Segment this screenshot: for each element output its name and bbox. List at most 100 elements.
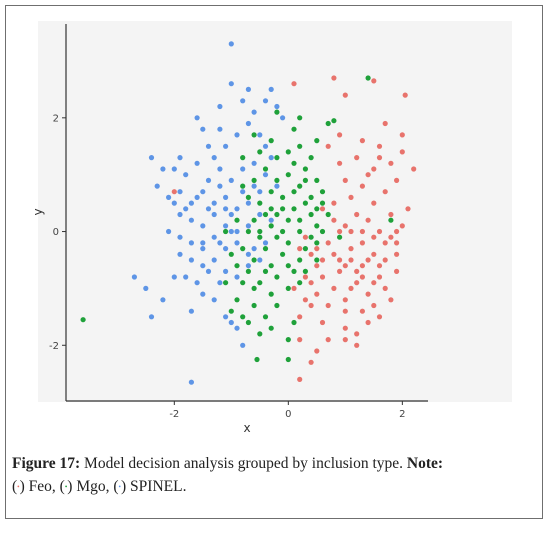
point-mgo-44 <box>314 206 320 212</box>
point-spinel-79 <box>251 183 257 189</box>
point-feo-35 <box>371 166 377 172</box>
point-mgo-72 <box>285 263 291 269</box>
point-mgo-30 <box>251 257 257 263</box>
point-mgo-46 <box>280 251 286 257</box>
point-feo-46 <box>314 348 320 354</box>
point-feo-34 <box>354 155 360 161</box>
point-feo-86 <box>371 78 377 84</box>
point-mgo-28 <box>257 234 263 240</box>
point-feo-58 <box>371 251 377 257</box>
y-tick-label-2: 2 <box>53 113 59 124</box>
point-mgo-14 <box>274 177 280 183</box>
point-mgo-64 <box>223 228 229 235</box>
point-feo-88 <box>331 75 337 81</box>
point-feo-50 <box>308 359 314 365</box>
point-spinel-86 <box>171 200 177 206</box>
point-mgo-73 <box>262 268 269 274</box>
legend-feo: (•) Feo, <box>12 478 56 495</box>
point-spinel-58 <box>234 274 240 280</box>
point-spinel-40 <box>200 223 206 229</box>
caption-text: Model decision analysis grouped by inclu… <box>80 455 407 472</box>
series-mgo <box>80 75 394 363</box>
y-tick-label-0: -2 <box>49 341 59 352</box>
point-feo-98 <box>388 234 394 240</box>
point-mgo-49 <box>234 297 240 303</box>
point-feo-76 <box>308 251 314 257</box>
point-spinel-30 <box>177 189 183 195</box>
point-mgo-39 <box>291 268 297 274</box>
point-mgo-27 <box>251 217 257 223</box>
point-spinel-80 <box>240 189 246 195</box>
point-spinel-24 <box>240 166 246 172</box>
point-spinel-56 <box>211 257 217 263</box>
x-tick-label-1: 0 <box>285 409 291 420</box>
point-spinel-55 <box>200 263 206 269</box>
point-feo-38 <box>411 166 417 172</box>
point-spinel-53 <box>257 257 263 263</box>
point-mgo-96 <box>314 257 320 263</box>
point-feo-36 <box>388 160 394 166</box>
point-mgo-26 <box>245 194 251 200</box>
point-feo-99 <box>376 263 383 269</box>
point-spinel-46 <box>177 234 183 240</box>
point-mgo-41 <box>302 246 308 252</box>
point-mgo-24 <box>262 166 269 172</box>
point-mgo-47 <box>268 263 274 269</box>
point-spinel-11 <box>211 155 217 161</box>
point-mgo-35 <box>251 302 257 309</box>
point-spinel-0 <box>228 41 234 47</box>
figure-number: Figure 17: <box>12 455 81 472</box>
point-spinel-4 <box>274 103 280 110</box>
point-spinel-71 <box>234 325 240 331</box>
point-mgo-81 <box>325 120 331 127</box>
point-feo-20 <box>331 217 337 223</box>
point-feo-66 <box>342 308 348 314</box>
spinel-legend-dot: • <box>118 483 121 491</box>
point-feo-87 <box>342 92 348 98</box>
point-spinel-66 <box>148 314 155 320</box>
point-feo-83 <box>382 240 388 246</box>
point-mgo-63 <box>234 217 240 223</box>
point-spinel-65 <box>160 297 166 303</box>
point-feo-7 <box>331 285 337 291</box>
point-feo-74 <box>354 268 360 274</box>
point-feo-48 <box>342 337 348 343</box>
point-spinel-47 <box>188 240 194 246</box>
point-mgo-84 <box>337 234 343 240</box>
point-feo-21 <box>342 223 348 229</box>
point-mgo-6 <box>314 223 320 229</box>
point-feo-40 <box>376 143 383 149</box>
point-spinel-93 <box>280 115 286 121</box>
point-feo-25 <box>388 211 394 218</box>
point-feo-30 <box>382 189 388 195</box>
point-spinel-22 <box>217 166 223 172</box>
point-spinel-72 <box>228 319 234 326</box>
point-spinel-20 <box>194 160 200 166</box>
point-mgo-60 <box>291 189 297 195</box>
point-spinel-10 <box>205 143 212 149</box>
point-feo-56 <box>348 257 354 263</box>
point-feo-44 <box>291 285 297 291</box>
point-spinel-83 <box>205 206 212 212</box>
point-mgo-52 <box>268 325 274 331</box>
point-mgo-56 <box>280 228 286 235</box>
point-feo-4 <box>348 246 354 252</box>
point-spinel-98 <box>223 206 229 212</box>
point-mgo-82 <box>331 118 337 124</box>
x-tick-label-0: -2 <box>169 409 179 420</box>
point-spinel-91 <box>177 155 183 161</box>
point-spinel-43 <box>234 228 240 235</box>
point-mgo-12 <box>257 200 263 206</box>
point-spinel-54 <box>188 257 194 263</box>
point-spinel-3 <box>268 86 274 92</box>
point-spinel-33 <box>211 200 217 206</box>
point-spinel-18 <box>171 166 177 172</box>
point-mgo-15 <box>285 172 291 178</box>
point-spinel-63 <box>205 268 212 274</box>
point-feo-75 <box>365 257 371 263</box>
point-spinel-96 <box>245 263 251 269</box>
point-mgo-32 <box>245 268 251 274</box>
point-mgo-31 <box>240 246 246 252</box>
point-feo-39 <box>359 138 365 144</box>
point-feo-17 <box>371 302 377 309</box>
